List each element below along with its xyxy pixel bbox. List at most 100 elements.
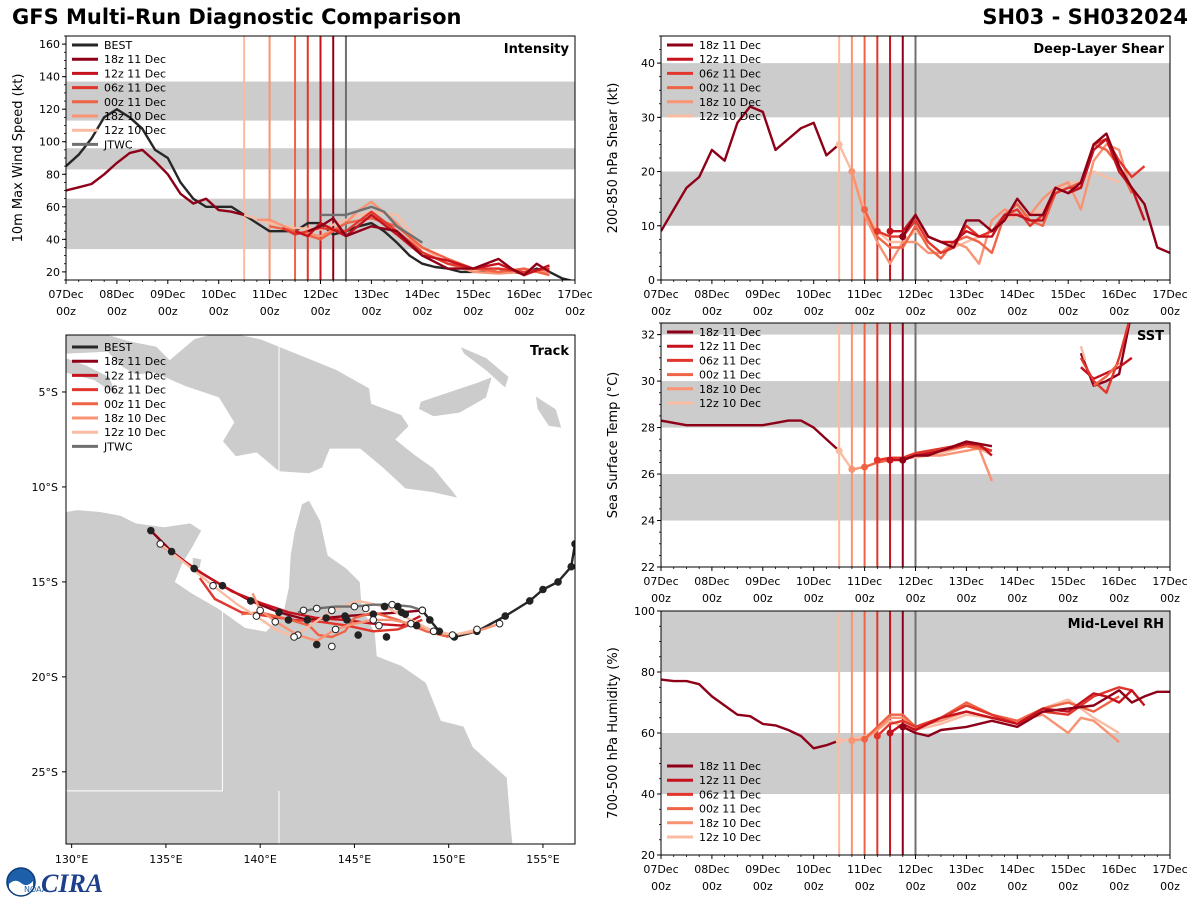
rh-ytick-label-4: 100 bbox=[634, 605, 655, 618]
shear-xtick-sub-10: 00z bbox=[1160, 305, 1180, 318]
shear-xtick-label-4: 11Dec bbox=[847, 288, 882, 301]
rh-xtick-sub-10: 00z bbox=[1160, 880, 1180, 893]
track-marker bbox=[525, 597, 534, 605]
shear-xtick-sub-4: 00z bbox=[855, 305, 875, 318]
rh-ytick-label-0: 20 bbox=[641, 849, 655, 862]
intensity-xtick-label-6: 13Dec bbox=[354, 288, 389, 301]
intensity-xtick-sub-1: 00z bbox=[107, 305, 127, 318]
intensity-xtick-label-3: 10Dec bbox=[201, 288, 236, 301]
shear-xtick-label-0: 07Dec bbox=[643, 288, 678, 301]
sst-ytick-label-1: 24 bbox=[641, 515, 655, 528]
sst-title: SST bbox=[1137, 329, 1164, 344]
rh-series-start-2 bbox=[848, 737, 856, 745]
track-marker bbox=[190, 564, 198, 573]
intensity-xtick-sub-0: 00z bbox=[56, 305, 76, 318]
sst-ytick-label-5: 32 bbox=[641, 329, 655, 342]
panel-rh: 20 40 60 80 100 07Dec 00z 08Dec 00z 09Dec 00z 10Dec… bbox=[606, 605, 1188, 893]
sst-legend-label-3: 00z 11 Dec bbox=[699, 369, 761, 382]
panel-sst: 22 24 26 28 30 32 07Dec 00z 08Dec 00z 09Dec 00z 10De… bbox=[606, 322, 1188, 605]
track-marker bbox=[350, 602, 359, 611]
intensity-xtick-label-4: 11Dec bbox=[252, 288, 287, 301]
sst-xtick-sub-2: 00z bbox=[753, 592, 773, 605]
intensity-legend-label-5: 18z 10 Dec bbox=[104, 110, 166, 123]
track-marker bbox=[147, 526, 155, 535]
shear-legend-label-0: 18z 11 Dec bbox=[699, 39, 761, 52]
rh-ylabel: 700-500 hPa Humidity (%) bbox=[606, 647, 621, 819]
rh-xtick-label-5: 12Dec bbox=[898, 863, 933, 876]
rh-xtick-label-6: 13Dec bbox=[949, 863, 984, 876]
track-ytick-label-4: 25°S bbox=[32, 766, 58, 779]
track-ytick-label-2: 15°S bbox=[32, 576, 58, 589]
sst-xtick-sub-1: 00z bbox=[702, 592, 722, 605]
rh-xtick-sub-5: 00z bbox=[906, 880, 926, 893]
rh-xtick-label-2: 09Dec bbox=[745, 863, 780, 876]
rh-legend-label-1: 12z 11 Dec bbox=[699, 774, 761, 787]
intensity-xtick-label-1: 08Dec bbox=[99, 288, 134, 301]
sst-xtick-label-9: 16Dec bbox=[1101, 575, 1136, 588]
rh-series-start-6 bbox=[899, 723, 907, 731]
shear-legend-label-4: 18z 10 Dec bbox=[699, 96, 761, 109]
sst-xtick-sub-6: 00z bbox=[957, 592, 977, 605]
shear-xtick-sub-7: 00z bbox=[1007, 305, 1027, 318]
rh-series-start-4 bbox=[873, 732, 881, 740]
sst-xtick-label-4: 11Dec bbox=[847, 575, 882, 588]
track-series-6 bbox=[159, 542, 478, 639]
rh-xtick-label-0: 07Dec bbox=[643, 863, 678, 876]
track-marker-extra-8 bbox=[354, 631, 363, 639]
track-legend-label-2: 12z 11 Dec bbox=[104, 369, 166, 382]
new-guinea-land bbox=[66, 335, 460, 499]
cira-logo: NOAA CIRA bbox=[6, 867, 103, 898]
rh-series-start-1 bbox=[835, 737, 843, 745]
sst-legend-label-4: 18z 10 Dec bbox=[699, 383, 761, 396]
track-marker-extra-1 bbox=[284, 616, 293, 624]
rh-series-6 bbox=[902, 689, 1170, 738]
panel-shear: 0 10 20 30 40 07Dec 00z 08Dec 00z 09Dec 00z 10Dec 00… bbox=[606, 35, 1188, 318]
intensity-ytick-label-2: 60 bbox=[46, 201, 60, 214]
shear-series-0 bbox=[661, 105, 840, 232]
shear-xtick-label-10: 17Dec bbox=[1152, 288, 1187, 301]
sst-series-8 bbox=[1080, 356, 1133, 380]
track-marker-extra-3 bbox=[361, 604, 370, 613]
shear-xtick-sub-0: 00z bbox=[651, 305, 671, 318]
shear-series-start-5 bbox=[886, 227, 894, 235]
track-marker bbox=[303, 616, 312, 624]
rh-xtick-sub-6: 00z bbox=[957, 880, 977, 893]
shear-xtick-label-7: 14Dec bbox=[1000, 288, 1035, 301]
track-legend-label-5: 18z 10 Dec bbox=[104, 412, 166, 425]
rh-series-4 bbox=[876, 686, 1133, 737]
track-marker bbox=[256, 606, 264, 615]
new-britain-land bbox=[418, 376, 493, 418]
track-marker-extra-7 bbox=[312, 640, 321, 649]
rh-series-5 bbox=[889, 689, 1146, 734]
shear-xtick-sub-9: 00z bbox=[1109, 305, 1129, 318]
sst-xtick-sub-5: 00z bbox=[906, 592, 926, 605]
intensity-series-7 bbox=[307, 216, 551, 277]
intensity-xtick-label-0: 07Dec bbox=[48, 288, 83, 301]
track-marker bbox=[501, 612, 510, 620]
rh-xtick-sub-8: 00z bbox=[1058, 880, 1078, 893]
track-xtick-label-0: 130°E bbox=[55, 853, 88, 866]
sst-ylabel: Sea Surface Temp (°C) bbox=[606, 372, 621, 519]
rh-xtick-sub-7: 00z bbox=[1007, 880, 1027, 893]
new-ireland-land bbox=[459, 345, 510, 389]
sst-xtick-sub-9: 00z bbox=[1109, 592, 1129, 605]
rh-ytick-label-2: 60 bbox=[641, 727, 655, 740]
track-xtick-label-5: 155°E bbox=[526, 853, 559, 866]
shear-xtick-label-1: 08Dec bbox=[694, 288, 729, 301]
sst-series-start-5 bbox=[886, 456, 894, 464]
track-marker-extra-0 bbox=[299, 606, 308, 615]
track-marker bbox=[448, 631, 457, 639]
track-marker bbox=[290, 633, 298, 641]
sst-series-start-1 bbox=[835, 447, 843, 455]
intensity-plot-area bbox=[66, 36, 575, 280]
intensity-xtick-sub-10: 00z bbox=[565, 305, 585, 318]
rh-xtick-label-7: 14Dec bbox=[1000, 863, 1035, 876]
track-legend-label-1: 18z 11 Dec bbox=[104, 355, 166, 368]
sst-xtick-label-2: 09Dec bbox=[745, 575, 780, 588]
intensity-xtick-sub-9: 00z bbox=[514, 305, 534, 318]
sst-legend-label-5: 12z 10 Dec bbox=[699, 397, 761, 410]
intensity-ytick-label-6: 140 bbox=[39, 71, 60, 84]
track-legend-label-6: 12z 10 Dec bbox=[104, 426, 166, 439]
track-marker bbox=[473, 625, 481, 634]
rh-xtick-sub-9: 00z bbox=[1109, 880, 1129, 893]
